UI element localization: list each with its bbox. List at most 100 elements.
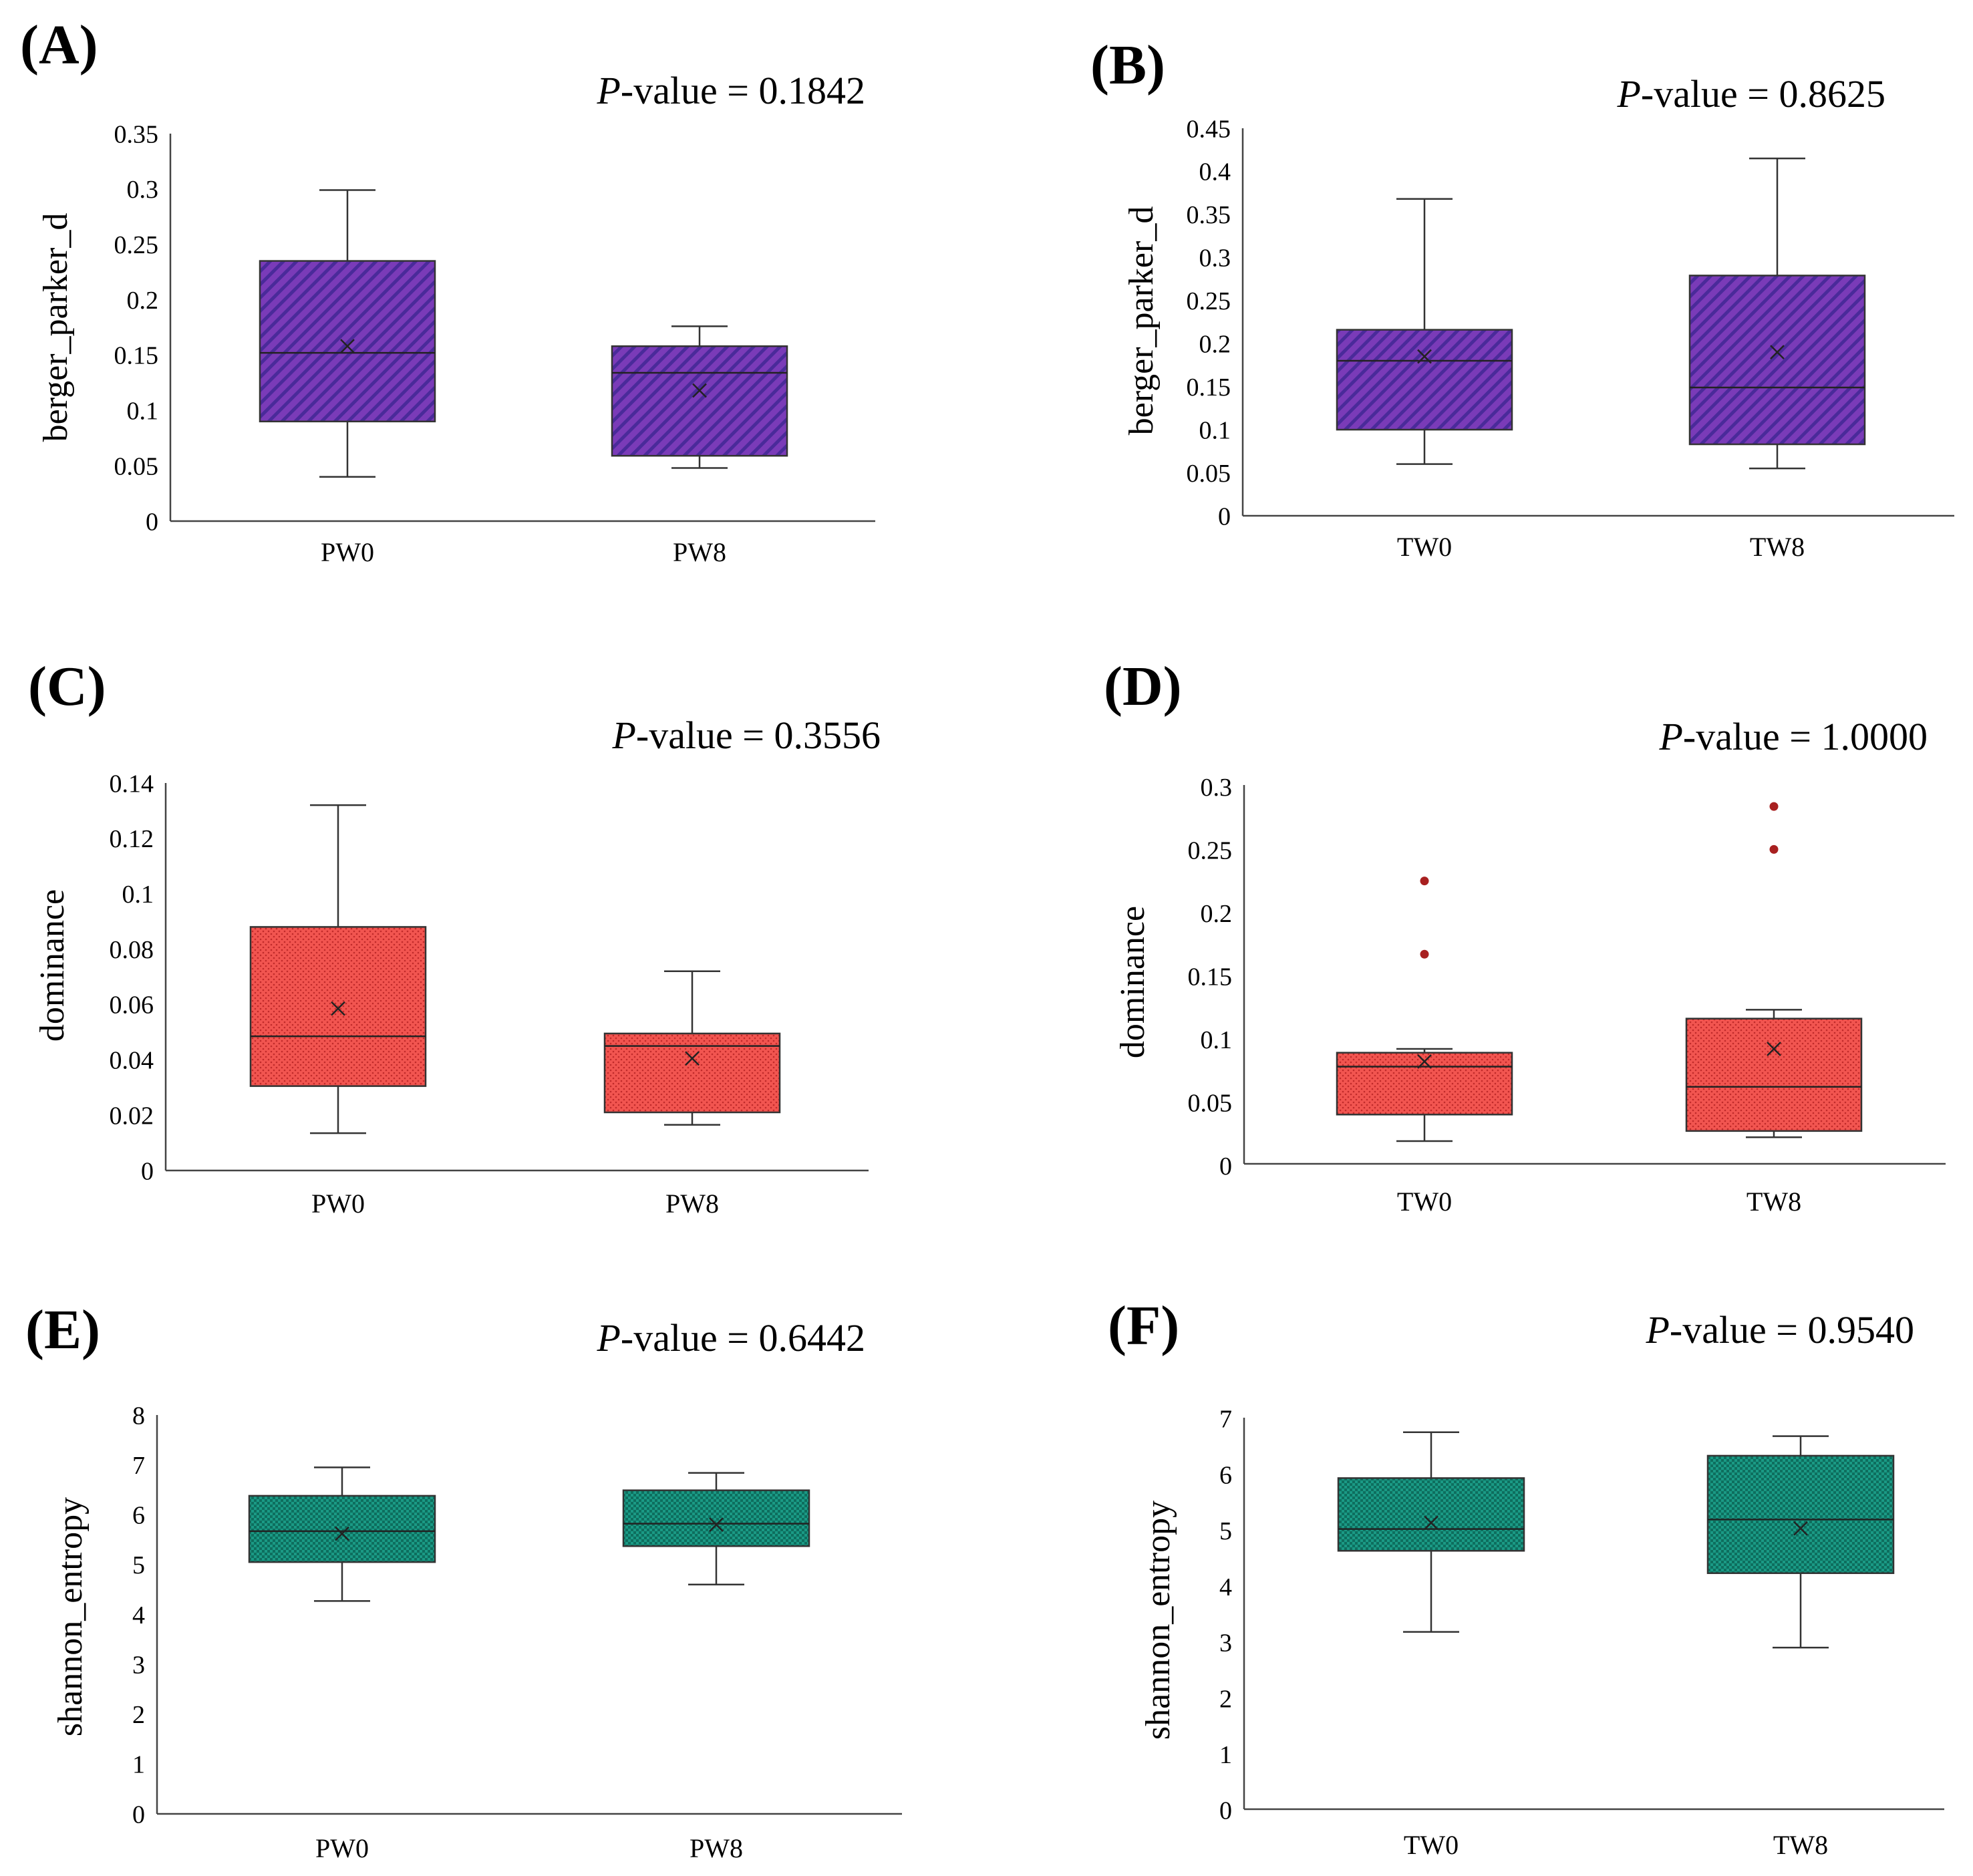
x-category-label: TW0 — [1397, 532, 1452, 562]
outlier-point — [1420, 877, 1429, 886]
x-category-label: PW0 — [315, 1833, 369, 1863]
box-TW0 — [1336, 877, 1513, 1142]
box-TW8 — [1706, 1435, 1895, 1649]
iqr-box — [249, 926, 427, 1087]
panel-A: (A) P-value = 0.1842 0 0.05 0.1 0.15 0.2 0.25 0.… — [20, 14, 875, 567]
iqr-box — [1685, 1018, 1863, 1132]
panel-label: (F) — [1108, 1295, 1179, 1357]
x-category-label: TW8 — [1773, 1830, 1828, 1860]
y-tick-label: 0.05 — [1188, 1090, 1233, 1118]
panel-C: (C) P-value = 0.3556 0 0.02 0.04 0.06 0.08 0.1 0… — [28, 655, 881, 1219]
x-category-label: TW0 — [1404, 1830, 1459, 1860]
y-tick-label: 1 — [132, 1751, 145, 1779]
y-tick-label: 0.15 — [114, 342, 159, 370]
box-PW8 — [622, 1472, 810, 1585]
x-category-label: PW8 — [673, 537, 726, 567]
y-tick-label: 0.1 — [122, 881, 154, 909]
y-axis-title: berger_parker_d — [1122, 206, 1161, 436]
p-letter: P — [1658, 715, 1682, 758]
x-category-label: PW8 — [690, 1833, 743, 1863]
p-letter: P — [611, 714, 635, 757]
y-tick-label: 0.25 — [1188, 837, 1233, 865]
mean-marker — [685, 1051, 700, 1066]
y-tick-label: 3 — [132, 1651, 145, 1679]
y-tick-label: 0.3 — [1199, 245, 1231, 273]
p-value-text: -value = 0.3556 — [636, 714, 881, 757]
y-tick-label: 3 — [1219, 1629, 1232, 1658]
x-category-label: TW8 — [1750, 532, 1805, 562]
mean-marker — [335, 1526, 349, 1541]
x-category-label: PW0 — [311, 1189, 365, 1219]
y-tick-label: 0.05 — [114, 452, 159, 480]
x-category-label: TW0 — [1397, 1187, 1452, 1217]
y-tick-label: 0.02 — [110, 1102, 154, 1130]
box-TW8 — [1688, 157, 1866, 470]
p-value-annotation: P-value = 0.1842 — [596, 69, 865, 112]
x-category-label: PW8 — [665, 1189, 719, 1219]
p-value-annotation: P-value = 0.3556 — [611, 714, 881, 757]
box-TW8 — [1685, 802, 1863, 1138]
panel-label: (D) — [1104, 655, 1182, 718]
y-tick-label: 0 — [146, 508, 158, 536]
panel-label: (B) — [1090, 34, 1165, 96]
y-tick-label: 6 — [132, 1502, 145, 1530]
y-tick-label: 0 — [1219, 1152, 1232, 1181]
y-tick-label: 2 — [132, 1701, 145, 1729]
box-PW0 — [259, 189, 436, 478]
y-tick-label: 0 — [141, 1157, 154, 1185]
y-tick-label: 0.2 — [127, 287, 159, 315]
mean-marker — [1793, 1521, 1808, 1536]
p-letter: P — [1616, 72, 1640, 116]
y-tick-label: 0.08 — [110, 936, 154, 964]
box-PW0 — [248, 1466, 436, 1602]
iqr-box — [1336, 329, 1513, 431]
panel-D: (D) P-value = 1.0000 0 0.05 0.1 0.15 0.2 0.25 0.… — [1104, 655, 1946, 1217]
panel-label: (C) — [28, 655, 106, 718]
y-tick-label: 7 — [1219, 1406, 1232, 1434]
y-tick-label: 0 — [1218, 502, 1231, 530]
y-tick-label: 0.3 — [1201, 774, 1233, 802]
p-letter: P — [596, 1316, 620, 1360]
mean-marker — [1770, 345, 1785, 359]
y-tick-label: 0 — [1219, 1797, 1232, 1825]
panel-E: (E) P-value = 0.6442 0 1 2 3 4 5 6 7 8 shannon_entr… — [25, 1299, 902, 1863]
y-tick-label: 0.06 — [110, 991, 154, 1020]
y-tick-label: 1 — [1219, 1741, 1232, 1769]
y-tick-label: 0.25 — [114, 231, 159, 259]
y-tick-label: 0.1 — [1201, 1026, 1233, 1054]
y-axis-title: shannon_entropy — [51, 1497, 90, 1736]
box-TW0 — [1336, 198, 1513, 465]
iqr-box — [259, 260, 436, 423]
y-tick-label: 0.14 — [110, 770, 154, 798]
mean-marker — [1767, 1042, 1781, 1056]
y-tick-label: 0.35 — [1187, 201, 1231, 229]
p-letter: P — [1645, 1308, 1669, 1352]
y-tick-label: 5 — [132, 1551, 145, 1579]
x-category-label: PW0 — [321, 537, 374, 567]
y-tick-label: 2 — [1219, 1685, 1232, 1713]
y-tick-label: 4 — [1219, 1573, 1232, 1601]
p-value-annotation: P-value = 0.8625 — [1616, 72, 1885, 116]
y-tick-label: 0.3 — [127, 176, 159, 204]
y-tick-label: 0.2 — [1199, 331, 1231, 359]
iqr-box — [1688, 275, 1866, 446]
mean-marker — [1417, 349, 1432, 364]
iqr-box — [1706, 1454, 1895, 1574]
box-TW0 — [1337, 1431, 1525, 1633]
mean-marker — [692, 383, 707, 398]
p-value-annotation: P-value = 0.9540 — [1645, 1308, 1914, 1352]
iqr-box — [622, 1489, 810, 1547]
outlier-point — [1420, 949, 1429, 959]
x-category-label: TW8 — [1747, 1187, 1801, 1217]
box-PW8 — [611, 325, 788, 469]
y-tick-label: 0.25 — [1187, 287, 1231, 315]
iqr-box — [248, 1495, 436, 1563]
mean-marker — [709, 1517, 724, 1533]
p-value-text: -value = 0.6442 — [621, 1316, 865, 1360]
p-value-text: -value = 0.9540 — [1670, 1308, 1914, 1352]
y-axis-title: berger_parker_d — [37, 213, 75, 442]
mean-marker — [340, 339, 355, 354]
y-tick-label: 4 — [132, 1601, 145, 1629]
mean-marker — [1424, 1515, 1438, 1531]
